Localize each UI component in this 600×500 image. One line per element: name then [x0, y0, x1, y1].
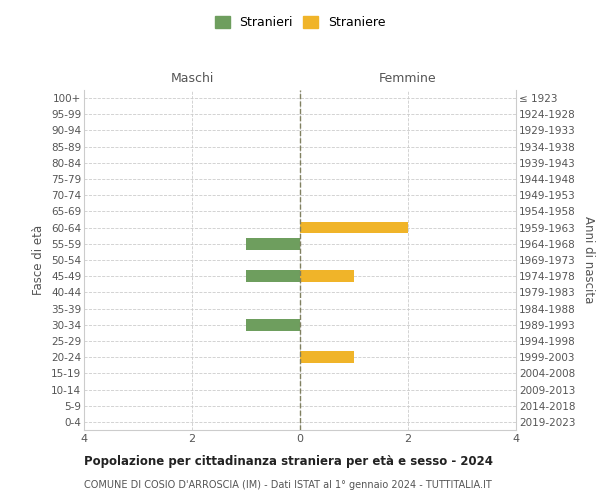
- Text: Popolazione per cittadinanza straniera per età e sesso - 2024: Popolazione per cittadinanza straniera p…: [84, 455, 493, 468]
- Text: Maschi: Maschi: [170, 72, 214, 85]
- Bar: [300, 270, 354, 282]
- Bar: [300, 222, 408, 234]
- Bar: [246, 270, 300, 282]
- Text: Femmine: Femmine: [379, 72, 437, 85]
- Text: COMUNE DI COSIO D'ARROSCIA (IM) - Dati ISTAT al 1° gennaio 2024 - TUTTITALIA.IT: COMUNE DI COSIO D'ARROSCIA (IM) - Dati I…: [84, 480, 492, 490]
- Bar: [246, 319, 300, 330]
- Bar: [246, 238, 300, 250]
- Y-axis label: Fasce di età: Fasce di età: [32, 225, 46, 295]
- Legend: Stranieri, Straniere: Stranieri, Straniere: [209, 11, 391, 34]
- Bar: [300, 352, 354, 363]
- Y-axis label: Anni di nascita: Anni di nascita: [582, 216, 595, 304]
